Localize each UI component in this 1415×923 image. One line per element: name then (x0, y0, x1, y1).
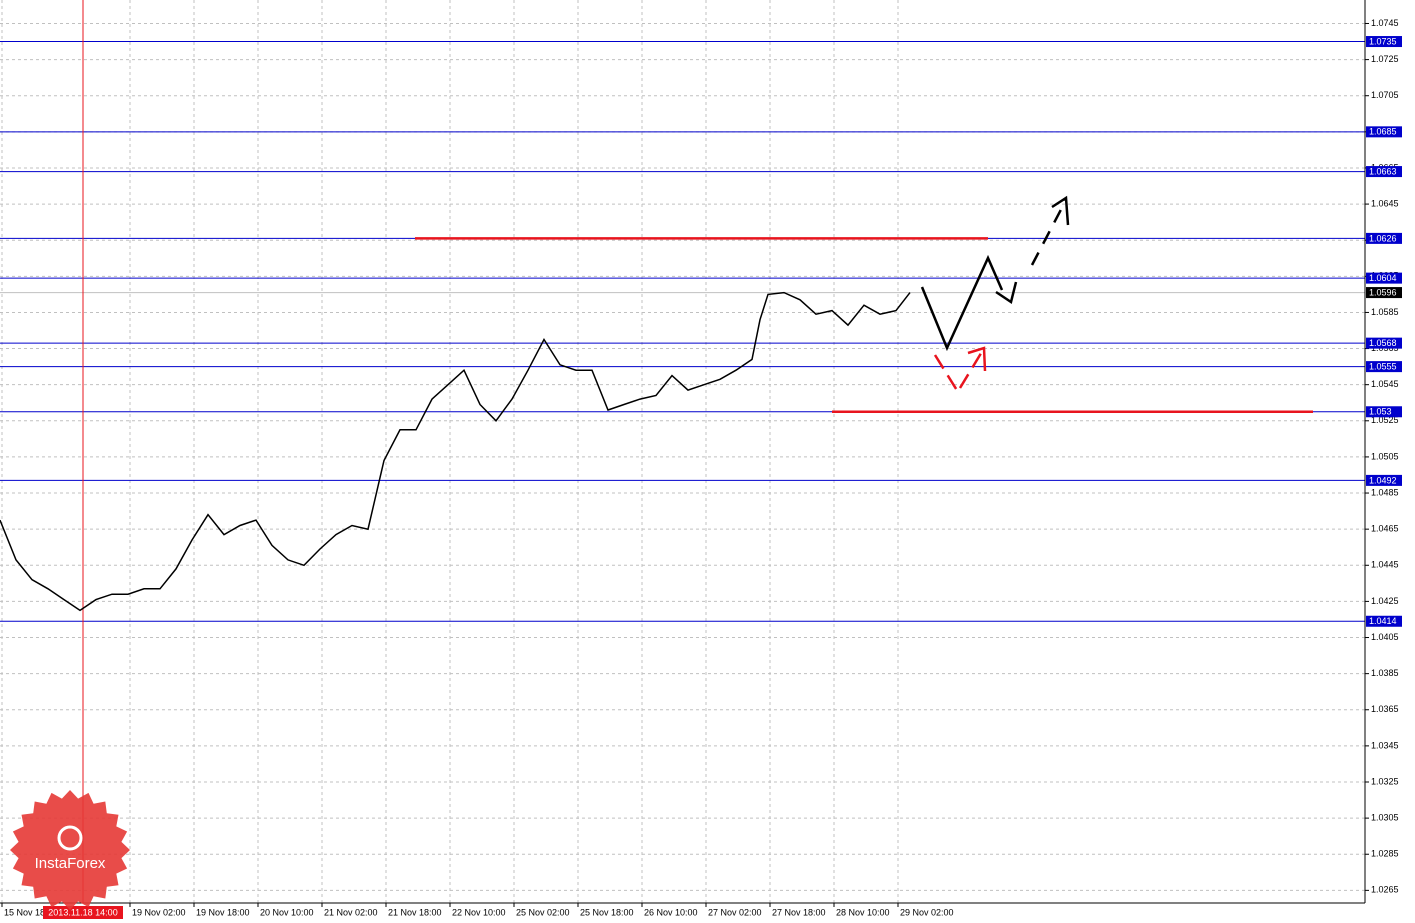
level-label: 1.0555 (1369, 361, 1397, 371)
level-tag (1366, 232, 1402, 244)
watermark: InstaForex (10, 790, 130, 910)
level-label: 1.0414 (1369, 616, 1397, 626)
y-tick-label: 1.0545 (1371, 379, 1399, 389)
x-tick-label: 22 Nov 10:00 (452, 907, 506, 917)
y-tick-label: 1.0325 (1371, 776, 1399, 786)
x-tick-label: 25 Nov 18:00 (580, 907, 634, 917)
current-price-label: 1.0596 (1369, 287, 1397, 297)
alt-path (933, 354, 960, 393)
grid (0, 0, 1365, 903)
level-tag (1366, 272, 1402, 284)
y-tick-label: 1.0345 (1371, 740, 1399, 750)
x-tick-label: 19 Nov 18:00 (196, 907, 250, 917)
arrow-head (967, 346, 987, 372)
y-tick-label: 1.0405 (1371, 632, 1399, 642)
forecast-path (920, 254, 1004, 352)
x-tick-label: 20 Nov 10:00 (260, 907, 314, 917)
level-label: 1.0492 (1369, 475, 1397, 485)
level-label: 1.053 (1369, 407, 1392, 417)
y-tick-label: 1.0725 (1371, 54, 1399, 64)
level-tag (1366, 126, 1402, 138)
y-tick-label: 1.0585 (1371, 307, 1399, 317)
y-tick-label: 1.0705 (1371, 90, 1399, 100)
level-tag (1366, 406, 1402, 418)
x-tick-label: 21 Nov 18:00 (388, 907, 442, 917)
alt-path (958, 349, 985, 389)
level-label: 1.0568 (1369, 338, 1397, 348)
price-line (0, 291, 911, 612)
level-label: 1.0626 (1369, 233, 1397, 243)
level-label: 1.0735 (1369, 36, 1397, 46)
x-tick-label: 15 Nov 18:00 (4, 907, 58, 917)
current-price-tag (1366, 287, 1402, 299)
y-tick-label: 1.0425 (1371, 596, 1399, 606)
level-tag (1366, 337, 1402, 349)
level-label: 1.0663 (1369, 166, 1397, 176)
x-tick-label: 21 Nov 02:00 (324, 907, 378, 917)
level-tag (1366, 361, 1402, 373)
y-tick-label: 1.0365 (1371, 704, 1399, 714)
level-label: 1.0604 (1369, 273, 1397, 283)
y-tick-label: 1.0645 (1371, 198, 1399, 208)
y-tick-label: 1.0505 (1371, 451, 1399, 461)
x-tick-label: 28 Nov 10:00 (836, 907, 890, 917)
x-tick-label: 25 Nov 02:00 (516, 907, 570, 917)
y-tick-label: 1.0485 (1371, 487, 1399, 497)
y-tick-label: 1.0445 (1371, 560, 1399, 570)
level-tag (1366, 36, 1402, 48)
y-tick-label: 1.0745 (1371, 18, 1399, 28)
arrow-head (995, 281, 1018, 305)
y-tick-label: 1.0285 (1371, 849, 1399, 859)
watermark-icon (57, 825, 83, 851)
marks (0, 0, 1365, 903)
y-tick-label: 1.0525 (1371, 415, 1399, 425)
level-tag (1366, 615, 1402, 627)
x-tick-label: 19 Nov 02:00 (132, 907, 186, 917)
x-tick-label: 29 Nov 02:00 (900, 907, 954, 917)
arrow-head (1051, 195, 1070, 226)
y-tick-label: 1.0265 (1371, 885, 1399, 895)
y-tick-label: 1.0465 (1371, 524, 1399, 534)
x-tick-label: 27 Nov 02:00 (708, 907, 762, 917)
cursor-label: 2013.11.18 14:00 (48, 907, 117, 917)
x-tick-label: 27 Nov 18:00 (772, 907, 826, 917)
x-tick-label: 26 Nov 10:00 (644, 907, 698, 917)
watermark-text: InstaForex (35, 855, 106, 872)
y-tick-label: 1.0385 (1371, 668, 1399, 678)
level-tag (1366, 474, 1402, 486)
level-label: 1.0685 (1369, 127, 1397, 137)
forecast-drawings (920, 195, 1070, 393)
level-tag (1366, 166, 1402, 178)
forecast-dashed (1030, 199, 1068, 266)
y-tick-label: 1.0305 (1371, 812, 1399, 822)
cursor-tag (43, 906, 123, 919)
